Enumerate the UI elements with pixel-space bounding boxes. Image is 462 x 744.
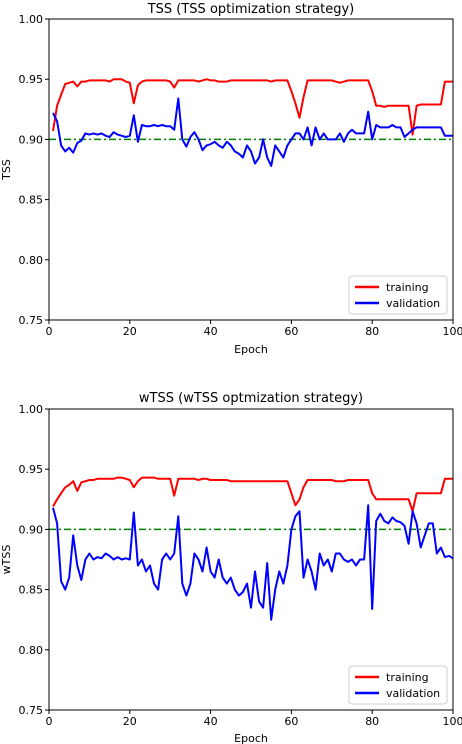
legend-label-training: training xyxy=(386,671,429,684)
legend: training validation xyxy=(348,275,448,315)
legend-box xyxy=(348,665,448,705)
x-tick-label: 40 xyxy=(204,325,218,338)
series-line-training xyxy=(52,78,453,136)
y-tick-label: 0.90 xyxy=(19,133,44,146)
legend: training validation xyxy=(348,665,448,705)
legend-box xyxy=(348,275,448,315)
x-axis-label: Epoch xyxy=(234,343,268,356)
legend-label-validation: validation xyxy=(386,687,440,700)
y-tick-label: 0.85 xyxy=(19,584,44,597)
chart-title: wTSS (wTSS optmization strategy) xyxy=(139,391,363,406)
x-tick-label: 80 xyxy=(365,325,379,338)
y-tick-label: 0.75 xyxy=(19,704,44,717)
y-tick-label: 0.80 xyxy=(19,254,44,267)
x-tick-label: 20 xyxy=(123,715,137,728)
series-line-validation xyxy=(52,97,453,167)
x-tick-label: 60 xyxy=(284,715,298,728)
plot-frame xyxy=(48,18,454,321)
x-tick-label: 100 xyxy=(443,325,462,338)
series-line-training xyxy=(52,476,453,513)
x-axis-label: Epoch xyxy=(234,732,268,744)
x-tick-label: 0 xyxy=(46,715,53,728)
y-tick-label: 1.00 xyxy=(19,13,44,26)
y-tick-label: 0.90 xyxy=(19,523,44,536)
x-tick-label: 40 xyxy=(204,715,218,728)
chart-panel-1: TSS (TSS optimization strategy) 0 20 40 60 80… xyxy=(0,2,462,356)
x-tick-label: 60 xyxy=(284,325,298,338)
plot-frame xyxy=(48,408,454,711)
y-tick-label: 0.95 xyxy=(19,73,44,86)
y-tick-label: 1.00 xyxy=(19,403,44,416)
x-tick-label: 100 xyxy=(443,715,462,728)
y-tick-label: 0.95 xyxy=(19,463,44,476)
x-tick-label: 80 xyxy=(365,715,379,728)
legend-label-validation: validation xyxy=(386,297,440,310)
chart-title: TSS (TSS optimization strategy) xyxy=(147,2,355,17)
legend-label-training: training xyxy=(386,281,429,294)
y-tick-label: 0.75 xyxy=(19,314,44,327)
y-tick-label: 0.80 xyxy=(19,644,44,657)
y-axis-label: TSS xyxy=(0,159,13,181)
series-line-validation xyxy=(52,504,454,621)
y-axis-label: wTSS xyxy=(0,545,13,575)
y-tick-label: 0.85 xyxy=(19,194,44,207)
x-tick-label: 0 xyxy=(46,325,53,338)
chart-panel-2: wTSS (wTSS optmization strategy) 0 20 40 60 8… xyxy=(0,391,462,744)
x-tick-label: 20 xyxy=(123,325,137,338)
